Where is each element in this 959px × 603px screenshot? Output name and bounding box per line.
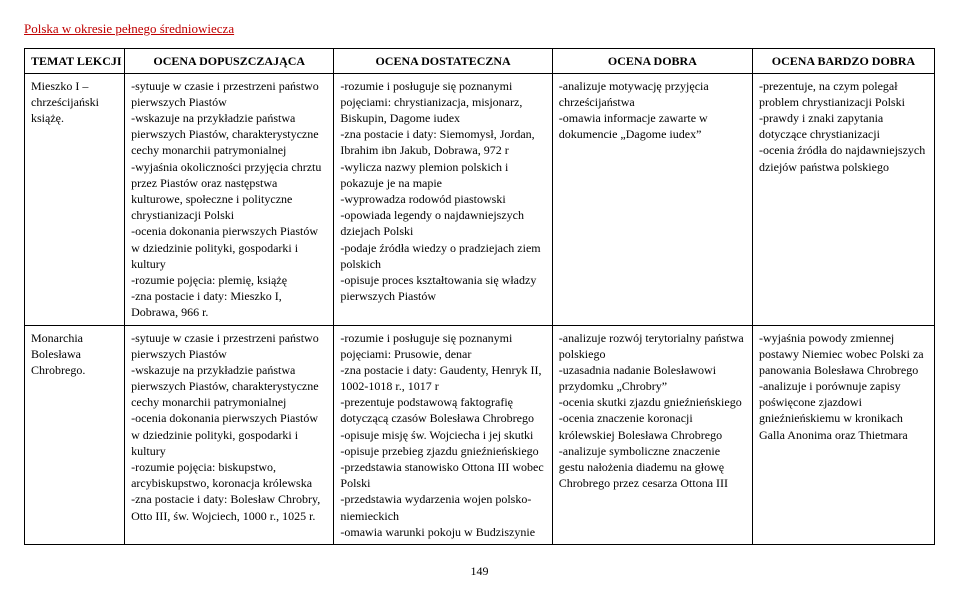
cell-dostateczna: -rozumie i posługuje się poznanymi pojęc… (334, 73, 552, 325)
col-header-topic: TEMAT LEKCJI (25, 48, 125, 73)
cell-topic: Monarchia Bolesława Chrobrego. (25, 325, 125, 544)
cell-dobra: -analizuje motywację przyjęcia chrześcij… (552, 73, 752, 325)
cell-topic: Mieszko I – chrześcijański książę. (25, 73, 125, 325)
grading-table: TEMAT LEKCJI OCENA DOPUSZCZAJĄCA OCENA D… (24, 48, 935, 545)
cell-dopuszczajaca: -sytuuje w czasie i przestrzeni państwo … (125, 73, 334, 325)
page-title: Polska w okresie pełnego średniowiecza (24, 20, 935, 38)
cell-bardzo-dobra: -wyjaśnia powody zmiennej postawy Niemie… (752, 325, 934, 544)
col-header-dobra: OCENA DOBRA (552, 48, 752, 73)
cell-dopuszczajaca: -sytuuje w czasie i przestrzeni państwo … (125, 325, 334, 544)
table-row: Monarchia Bolesława Chrobrego. -sytuuje … (25, 325, 935, 544)
col-header-dostateczna: OCENA DOSTATECZNA (334, 48, 552, 73)
cell-dobra: -analizuje rozwój terytorialny państwa p… (552, 325, 752, 544)
table-header-row: TEMAT LEKCJI OCENA DOPUSZCZAJĄCA OCENA D… (25, 48, 935, 73)
cell-bardzo-dobra: -prezentuje, na czym polegał problem chr… (752, 73, 934, 325)
col-header-dopuszczajaca: OCENA DOPUSZCZAJĄCA (125, 48, 334, 73)
table-row: Mieszko I – chrześcijański książę. -sytu… (25, 73, 935, 325)
cell-dostateczna: -rozumie i posługuje się poznanymi pojęc… (334, 325, 552, 544)
col-header-bardzo-dobra: OCENA BARDZO DOBRA (752, 48, 934, 73)
page-number: 149 (24, 563, 935, 579)
